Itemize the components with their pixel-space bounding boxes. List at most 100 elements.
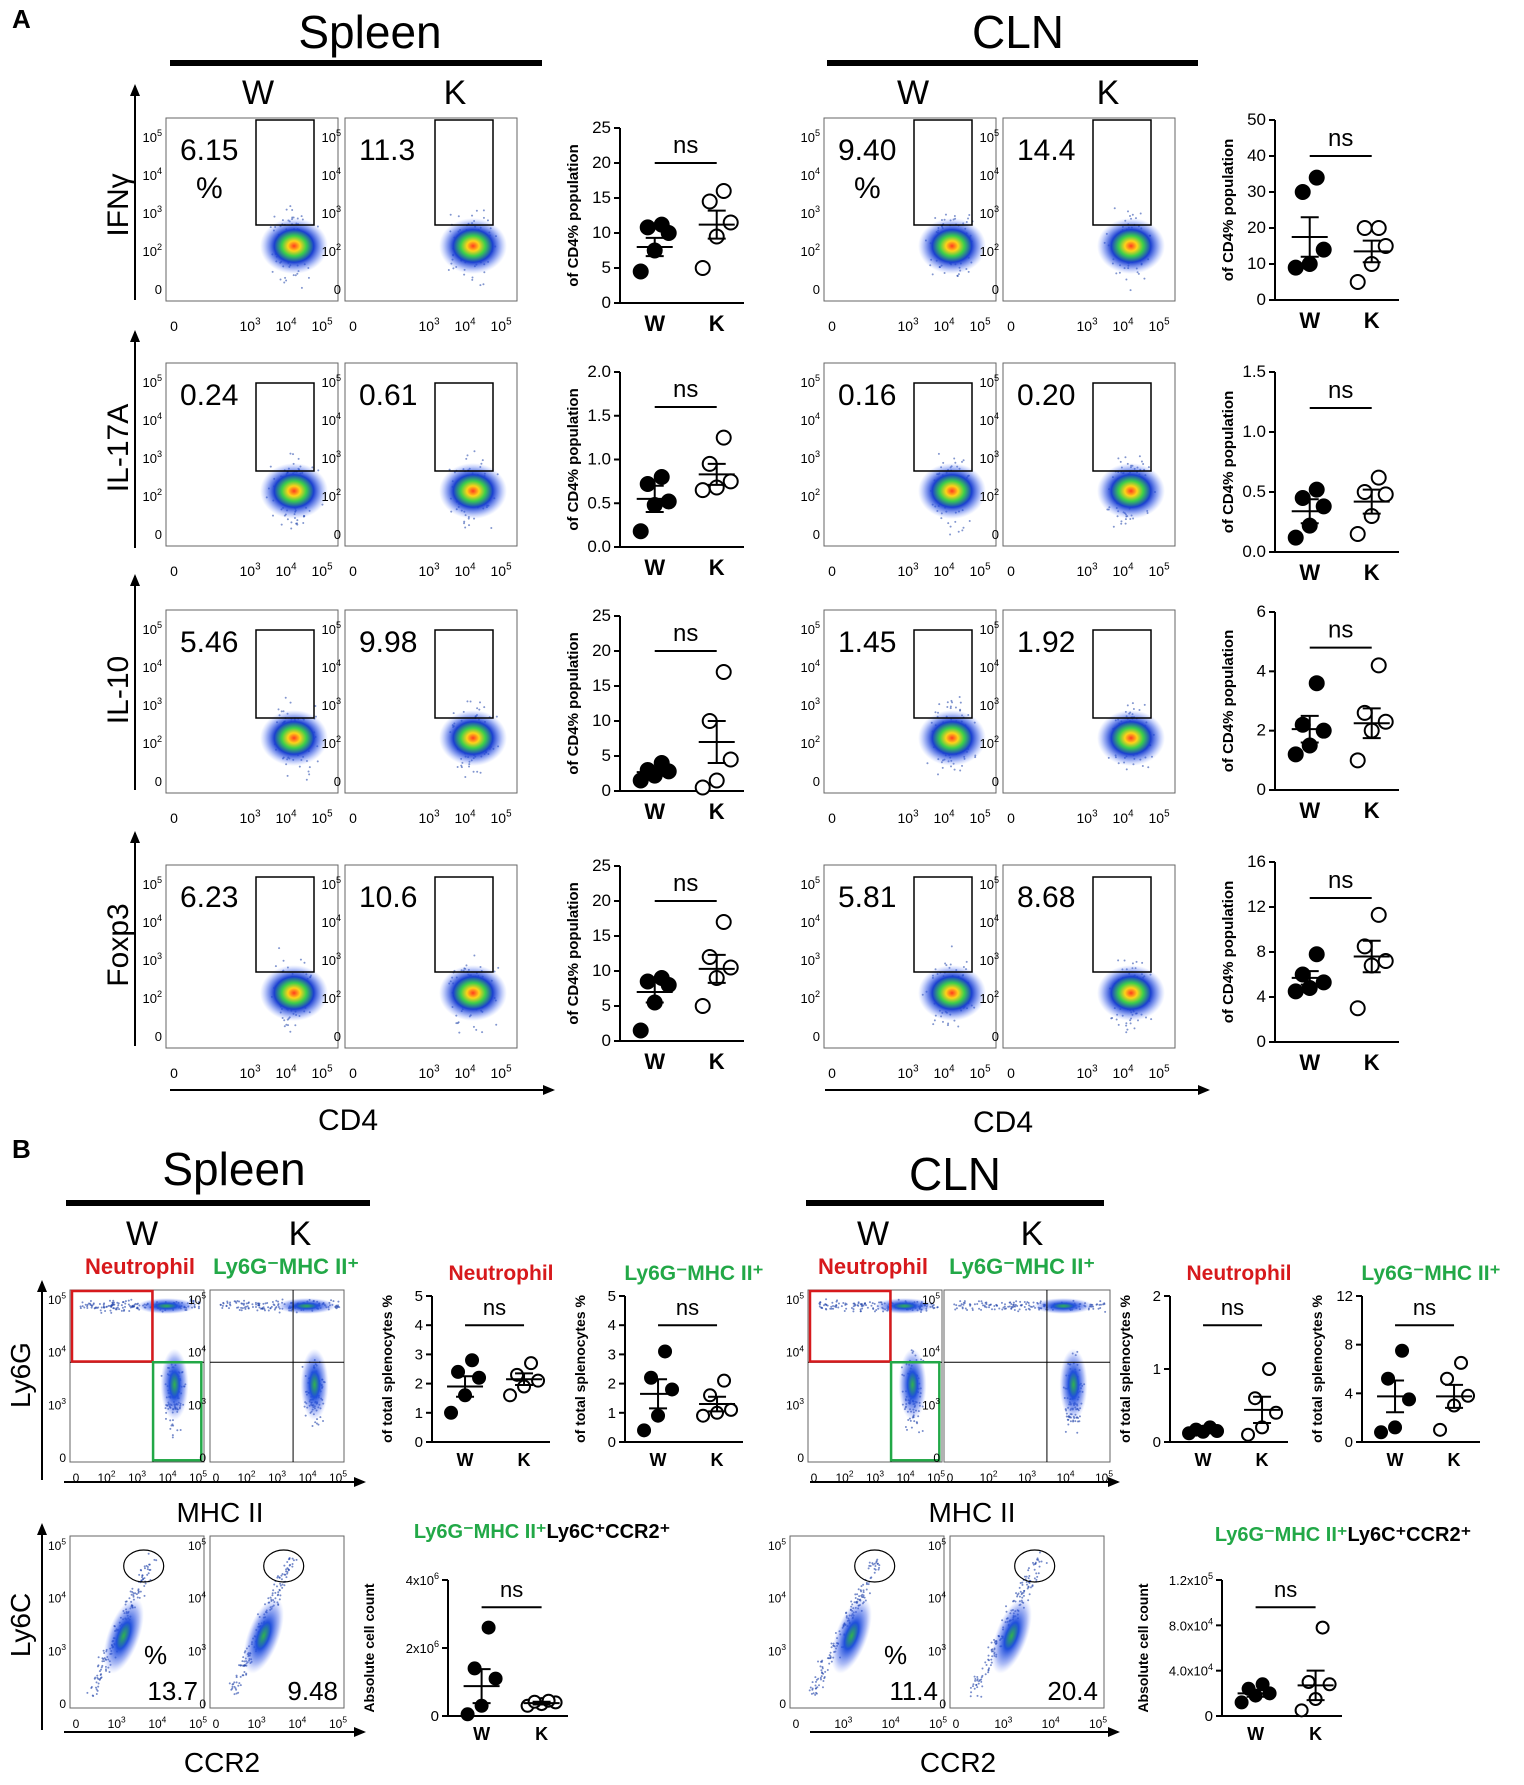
tick-base: 0 (811, 1471, 818, 1485)
flow-event-dot (275, 1585, 278, 1588)
tick-base: 10 (800, 991, 814, 1006)
tick-exp: 4 (994, 411, 999, 421)
tick-exp: 4 (935, 1343, 940, 1353)
flow-event-dot (852, 1305, 855, 1308)
tick-base: 0 (199, 1697, 206, 1711)
flow-event-dot (1027, 1302, 1030, 1305)
flow-event-dot (101, 1657, 104, 1660)
flow-event-dot (1099, 1300, 1102, 1303)
flow-x-tick: 103 (239, 562, 261, 579)
tick-base: 1 (1153, 1361, 1161, 1378)
data-point (503, 1388, 518, 1403)
b-cln-k-label: K (1021, 1215, 1044, 1253)
flow-event-dot (296, 522, 299, 525)
tick-base: 10 (1076, 810, 1092, 826)
tick-exp: 4 (336, 913, 341, 923)
tick-base: 10 (786, 1293, 800, 1307)
tick-base: 1.0 (587, 450, 611, 469)
tick-exp: 4 (1128, 317, 1134, 328)
significance-label: ns (1328, 867, 1353, 894)
data-point (1349, 274, 1366, 290)
flow-event-dot (296, 519, 299, 522)
flow-event-dot (86, 1306, 89, 1309)
flow-event-dot (464, 526, 467, 529)
flow-event-dot (820, 1306, 823, 1309)
flow-x-tick: 103 (994, 1715, 1012, 1731)
tick-base: 6 (1257, 602, 1266, 621)
tick-base: 10 (188, 1644, 202, 1658)
tick-exp: 4 (157, 658, 162, 668)
significance-label: ns (1274, 1577, 1297, 1602)
flow-event-dot (269, 465, 272, 468)
b-cln-x-label: MHC II (928, 1497, 1015, 1528)
flow-event-dot (171, 1434, 174, 1437)
tick-exp: 3 (157, 696, 162, 706)
y-tick-label: 1.0 (587, 450, 611, 469)
flow-event-dot (870, 1304, 873, 1307)
data-point (1388, 1420, 1403, 1435)
flow-event-dot (171, 1436, 174, 1439)
flow-x-tick: 105 (929, 1715, 947, 1731)
flow-event-dot (1033, 1577, 1036, 1580)
tick-exp: 3 (781, 1642, 786, 1652)
flow-x-tick: 103 (1076, 562, 1098, 579)
data-point (701, 949, 718, 965)
data-point (1315, 722, 1332, 739)
tick-base: 1.5 (1242, 362, 1266, 381)
tick-base: 10 (490, 1065, 506, 1081)
tick-base: 10 (288, 1717, 302, 1731)
flow-event-dot (97, 1682, 100, 1685)
y-tick-label: 0 (602, 1031, 611, 1050)
flow-y-tick: 105 (768, 1537, 786, 1553)
b-spleen-x2-label: CCR2 (184, 1747, 260, 1778)
tick-exp: 3 (913, 809, 919, 820)
flow-event-dot (96, 1674, 99, 1677)
flow-event-dot (981, 1685, 984, 1688)
flow-x-tick: 105 (189, 1715, 207, 1731)
tick-exp: 4 (61, 1343, 66, 1353)
flow-event-dot (128, 1304, 131, 1307)
flow-y-tick: 105 (800, 373, 820, 390)
chart-header: Neutrophil (1187, 1262, 1292, 1285)
flow-event-dot (876, 1562, 879, 1565)
flow-event-dot (164, 1417, 167, 1420)
flow-event-dot (995, 1303, 998, 1306)
flow-event-dot (856, 1304, 859, 1307)
data-point (1349, 1000, 1366, 1017)
flow-x-tick: 105 (490, 1064, 512, 1081)
tick-exp: 3 (815, 951, 820, 961)
flow-event-dot (255, 1303, 258, 1306)
flow-event-dot (987, 1646, 990, 1649)
flow-event-dot (291, 1557, 294, 1560)
flow-event-dot (98, 1678, 101, 1681)
flow-event-dot (1013, 1309, 1016, 1312)
b-cln-title: CLN (909, 1148, 1001, 1200)
data-point (1308, 481, 1325, 498)
tick-base: 10 (979, 736, 993, 751)
tick-exp: 5 (1164, 317, 1170, 328)
gate-percent: 0.20 (1017, 379, 1075, 412)
flow-event-dot (221, 1307, 224, 1310)
flow-y-tick: 105 (142, 620, 162, 637)
flow-y-tick: 0 (199, 1697, 206, 1711)
tick-base: 10 (142, 451, 156, 466)
flow-event-dot (985, 1663, 988, 1666)
flow-event-dot (117, 1302, 120, 1305)
tick-base: 10 (142, 736, 156, 751)
flow-event-dot (128, 1597, 131, 1600)
flow-event-dot (243, 1306, 246, 1309)
flow-event-dot (460, 766, 463, 769)
gate-percent: 6.15 (180, 134, 238, 167)
y-tick-label: 5 (602, 258, 611, 277)
flow-event-dot (1005, 1605, 1008, 1608)
flow-event-dot (235, 1692, 238, 1695)
flow-event-dot (1137, 272, 1140, 275)
flow-event-dot (953, 1303, 956, 1306)
tick-base: 0 (1345, 1434, 1353, 1451)
flow-event-dot (1102, 1303, 1105, 1306)
flow-event-dot (1115, 272, 1118, 275)
flow-y-tick: 105 (800, 620, 820, 637)
tick-base: 3 (608, 1346, 616, 1363)
